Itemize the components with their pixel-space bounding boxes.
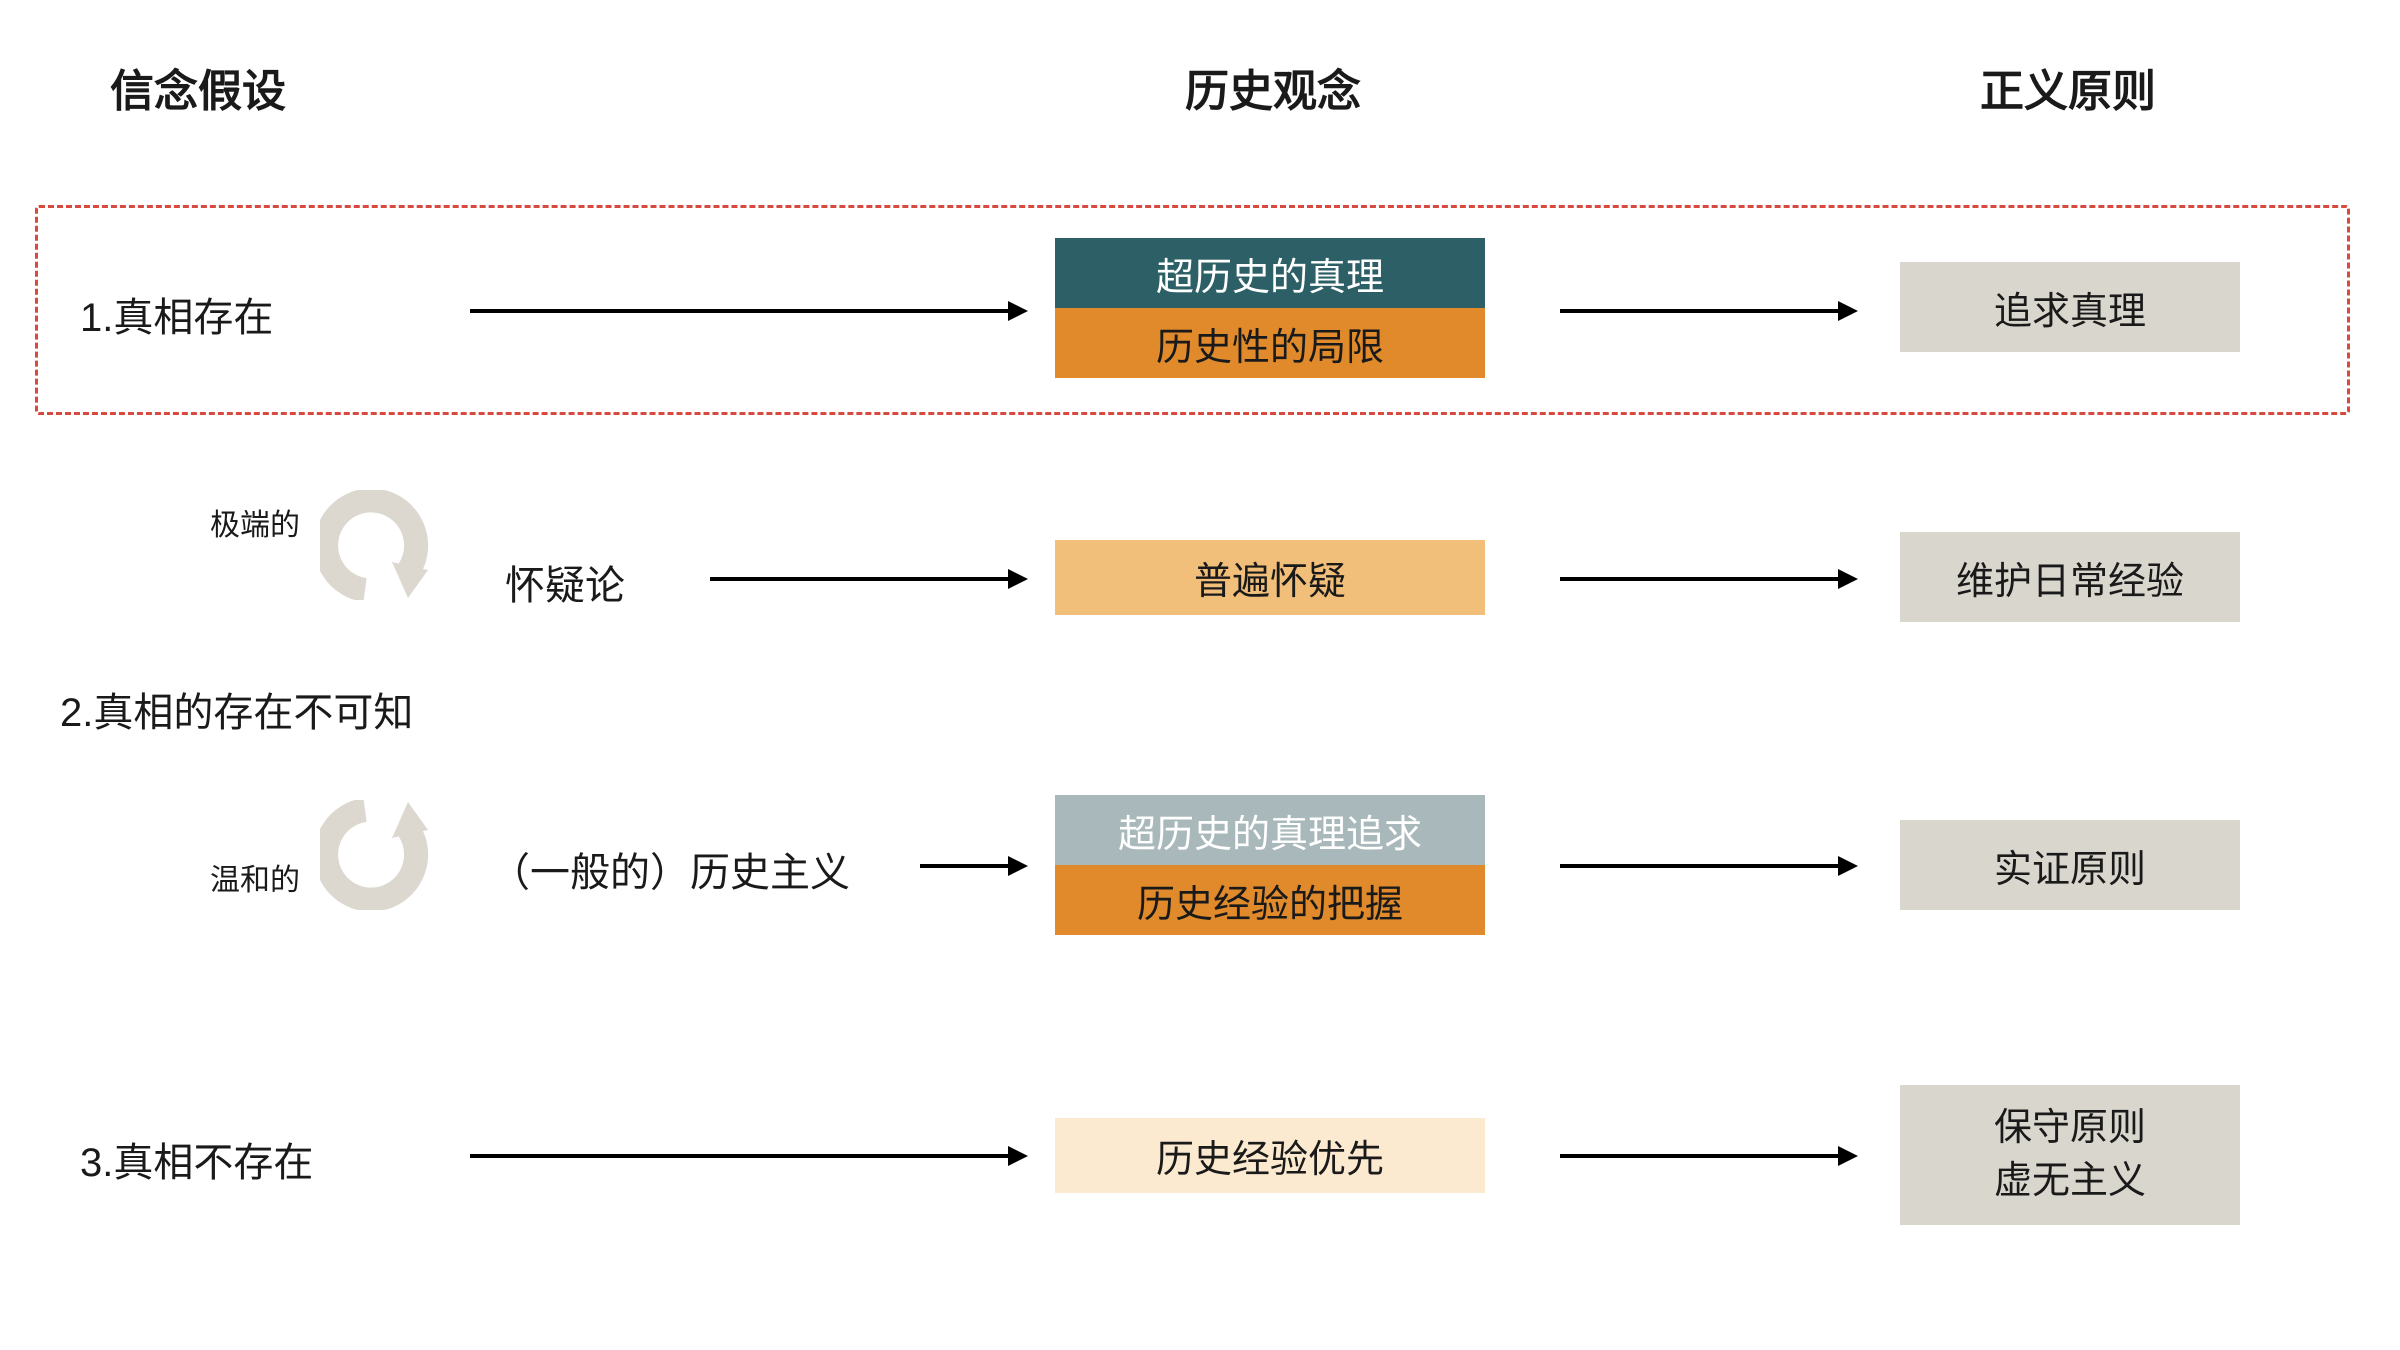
branch-name-skepticism: 怀疑论 [505, 553, 625, 611]
arrow-r3-b [1560, 1154, 1840, 1158]
header-col3: 正义原则 [1980, 55, 2156, 119]
arrow-r1-b-head [1838, 301, 1858, 321]
branch-tag-moderate: 温和的 [210, 855, 300, 899]
arrow-r2a-b [1560, 577, 1840, 581]
arrow-r2b-a-head [1008, 856, 1028, 876]
arrow-r1-b [1560, 309, 1840, 313]
concept-r1-bottom-label: 历史性的局限 [1156, 316, 1384, 371]
arrow-r2a-a-head [1008, 569, 1028, 589]
arrow-r2a-a [710, 577, 1010, 581]
concept-r1-bottom: 历史性的局限 [1055, 308, 1485, 378]
principle-r2a-label: 维护日常经验 [1956, 550, 2184, 605]
concept-r1-top: 超历史的真理 [1055, 238, 1485, 308]
principle-r2a: 维护日常经验 [1900, 532, 2240, 622]
concept-r2b-top: 超历史的真理追求 [1055, 795, 1485, 865]
principle-r1-label: 追求真理 [1994, 280, 2146, 335]
concept-r2a: 普遍怀疑 [1055, 540, 1485, 615]
concept-r2a-label: 普遍怀疑 [1194, 550, 1346, 605]
concept-r2b-bottom: 历史经验的把握 [1055, 865, 1485, 935]
arrow-r1-a-head [1008, 301, 1028, 321]
arrow-r2a-b-head [1838, 569, 1858, 589]
concept-r2b-top-label: 超历史的真理追求 [1118, 803, 1422, 858]
principle-r3-line1: 保守原则 [1994, 1102, 2146, 1155]
arrow-r3-a [470, 1154, 1010, 1158]
premise-2: 2.真相的存在不可知 [60, 680, 413, 738]
header-col2: 历史观念 [1185, 55, 1361, 119]
concept-r2b-bottom-label: 历史经验的把握 [1137, 873, 1403, 928]
premise-3: 3.真相不存在 [80, 1130, 313, 1188]
principle-r3: 保守原则 虚无主义 [1900, 1085, 2240, 1225]
premise-1: 1.真相存在 [80, 285, 273, 343]
concept-r1-top-label: 超历史的真理 [1156, 246, 1384, 301]
header-col1: 信念假设 [110, 55, 286, 119]
principle-r2b: 实证原则 [1900, 820, 2240, 910]
branch-tag-extreme: 极端的 [210, 500, 300, 544]
arrow-r2b-b [1560, 864, 1840, 868]
arrow-r2b-a [920, 864, 1010, 868]
arrow-r2b-b-head [1838, 856, 1858, 876]
concept-r3: 历史经验优先 [1055, 1118, 1485, 1193]
arrow-r3-a-head [1008, 1146, 1028, 1166]
curve-arrow-down-icon [320, 800, 440, 910]
concept-r3-label: 历史经验优先 [1156, 1128, 1384, 1183]
arrow-r3-b-head [1838, 1146, 1858, 1166]
arrow-r1-a [470, 309, 1010, 313]
branch-name-historicism: （一般的）历史主义 [490, 840, 850, 898]
principle-r1: 追求真理 [1900, 262, 2240, 352]
principle-r2b-label: 实证原则 [1994, 838, 2146, 893]
curve-arrow-up-icon [320, 490, 440, 600]
principle-r3-line2: 虚无主义 [1994, 1155, 2146, 1208]
